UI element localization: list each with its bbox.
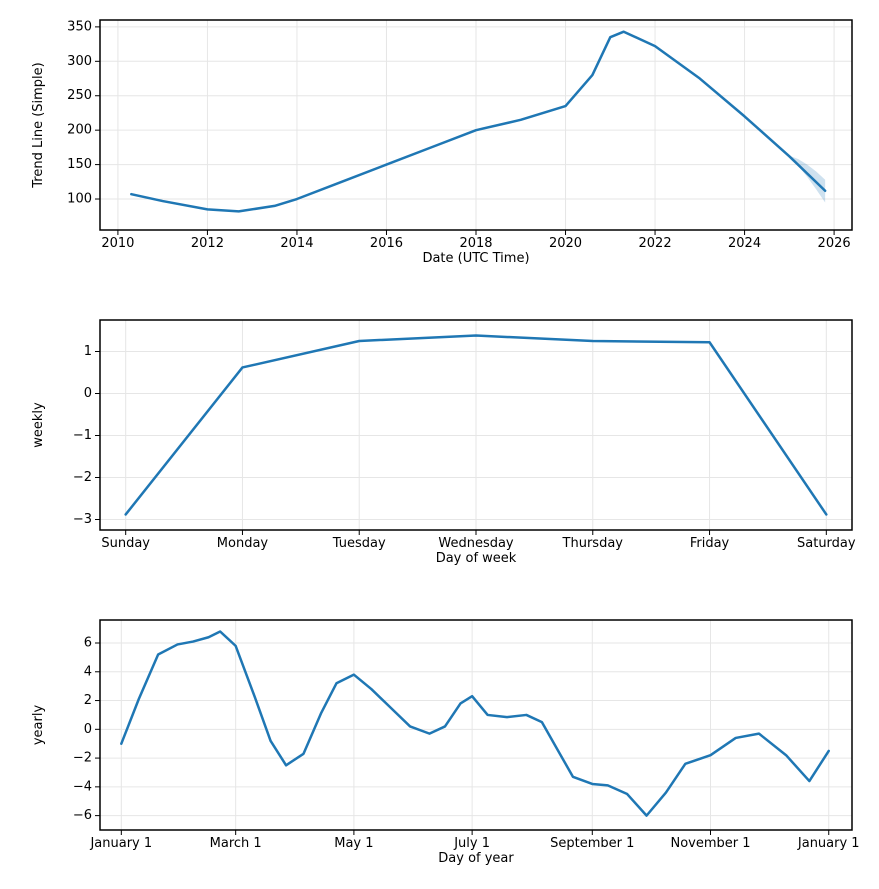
yearly-xtick-label: September 1 (550, 836, 634, 851)
trend-ytick-label: 100 (67, 192, 92, 207)
weekly-xtick-label: Wednesday (438, 536, 514, 551)
yearly-line (121, 632, 828, 816)
yearly-ytick-label: −6 (73, 808, 92, 823)
yearly-ytick-label: 4 (84, 664, 92, 679)
yearly-ytick-label: −4 (73, 779, 92, 794)
trend-xtick-label: 2012 (191, 236, 224, 251)
weekly-xtick-label: Tuesday (332, 536, 386, 551)
yearly-ytick-label: 0 (84, 722, 92, 737)
weekly-ylabel: weekly (31, 402, 46, 448)
yearly-ylabel: yearly (31, 705, 46, 746)
weekly-xtick-label: Sunday (101, 536, 150, 551)
trend-xtick-label: 2024 (728, 236, 761, 251)
weekly-xlabel: Day of week (436, 551, 517, 566)
trend-xtick-label: 2020 (549, 236, 582, 251)
yearly-ytick-label: 2 (84, 693, 92, 708)
weekly-ytick-label: −3 (73, 512, 92, 527)
trend-xtick-label: 2016 (370, 236, 403, 251)
trend-ytick-label: 350 (67, 19, 92, 34)
trend-xtick-label: 2026 (818, 236, 851, 251)
trend-ylabel: Trend Line (Simple) (31, 62, 46, 188)
chart-figure: { "figure": { "width": 879, "height": 88… (0, 0, 879, 889)
yearly-frame (100, 620, 852, 830)
weekly-xtick-label: Thursday (562, 536, 624, 551)
trend-xtick-label: 2018 (459, 236, 492, 251)
weekly-panel: Sunday Monday Tuesday Wednesday Thursday Frid… (31, 320, 856, 566)
trend-xlabel: Date (UTC Time) (422, 251, 529, 266)
weekly-ytick-label: 1 (84, 344, 92, 359)
weekly-ytick-label: −1 (73, 428, 92, 443)
yearly-xtick-label: November 1 (670, 836, 750, 851)
trend-ytick-label: 200 (67, 123, 92, 138)
weekly-xtick-label: Monday (217, 536, 269, 551)
yearly-xlabel: Day of year (438, 851, 514, 866)
chart-svg: 2010201220142016201820202022202420261001… (0, 0, 879, 889)
trend-xtick-label: 2010 (101, 236, 134, 251)
trend-panel: 2010 2012 2014 2016 2018 2020 2022 2024 2026 100 1… (31, 19, 852, 266)
weekly-ytick-label: 0 (84, 386, 92, 401)
weekly-xtick-label: Saturday (797, 536, 856, 551)
yearly-xtick-label: May 1 (334, 836, 373, 851)
trend-ytick-label: 300 (67, 54, 92, 69)
trend-xtick-label: 2014 (280, 236, 313, 251)
trend-ytick-label: 150 (67, 157, 92, 172)
trend-ytick-label: 250 (67, 88, 92, 103)
weekly-ytick-label: −2 (73, 470, 92, 485)
weekly-xtick-label: Friday (690, 536, 730, 551)
yearly-panel: January 1 March 1 May 1 July 1 September 1 No… (31, 620, 860, 866)
yearly-xtick-label: March 1 (210, 836, 262, 851)
yearly-xtick-label: July 1 (453, 836, 490, 851)
yearly-ytick-label: 6 (84, 636, 92, 651)
trend-xtick-label: 2022 (639, 236, 672, 251)
trend-line (131, 32, 825, 212)
yearly-xtick-label: January 1 (89, 836, 152, 851)
yearly-xtick-label: January 1 (797, 836, 860, 851)
yearly-ytick-label: −2 (73, 751, 92, 766)
